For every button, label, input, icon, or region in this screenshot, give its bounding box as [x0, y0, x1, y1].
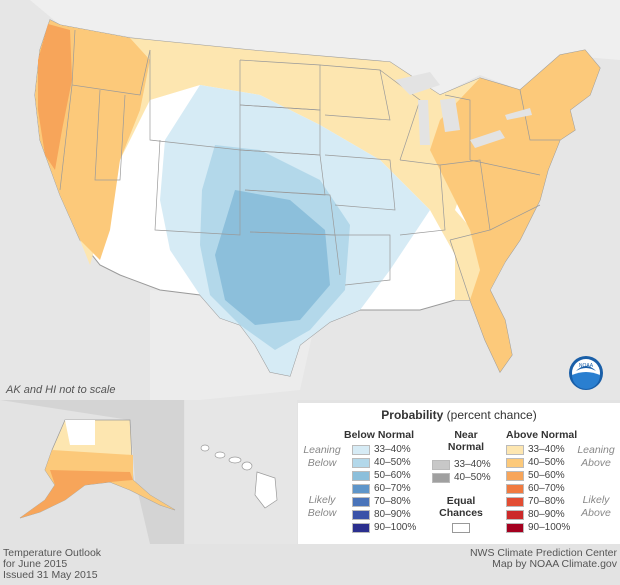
hawaii-islands	[200, 444, 278, 509]
near-normal-header: Near Normal	[447, 429, 485, 453]
footer-right: NWS Climate Prediction Center Map by NOA…	[470, 548, 617, 570]
alaska-white	[65, 420, 95, 445]
above-label-6: 90–100%	[528, 522, 571, 533]
conus-map-svg: NOAA	[30, 0, 620, 390]
canada-land	[30, 0, 620, 95]
likely-above-label: Likely Above	[581, 494, 611, 519]
below-swatch-3	[352, 484, 370, 494]
below-swatch-6	[352, 523, 370, 533]
above-swatch-6	[506, 523, 524, 533]
above-label-5: 80–90%	[528, 509, 565, 520]
near-swatch-1	[432, 473, 450, 483]
below-label-3: 60–70%	[374, 483, 411, 494]
conus-map: NOAA	[30, 0, 620, 390]
noaa-logo: NOAA	[569, 356, 603, 390]
above-40-50-east	[430, 50, 600, 372]
alaska-inset	[0, 400, 184, 544]
below-swatch-2	[352, 471, 370, 481]
footer-left: Temperature Outlook for June 2015 Issued…	[3, 548, 101, 581]
below-label-1: 40–50%	[374, 457, 411, 468]
leaning-below-label: Leaning Below	[303, 444, 341, 469]
state-lines	[59, 29, 560, 301]
above-swatch-1	[506, 458, 524, 468]
below-swatch-4	[352, 497, 370, 507]
below-swatch-0	[352, 445, 370, 455]
above-lean-north	[35, 20, 505, 300]
great-lakes	[395, 72, 532, 148]
below-label-0: 33–40%	[374, 444, 411, 455]
below-normal-header: Below Normal	[344, 429, 415, 441]
canada-inset	[0, 400, 184, 544]
issue-date: Issued 31 May 2015	[3, 569, 98, 581]
svg-text:NOAA: NOAA	[579, 363, 594, 369]
near-label-0: 33–40%	[454, 459, 491, 470]
above-swatch-3	[506, 484, 524, 494]
below-label-5: 80–90%	[374, 509, 411, 520]
above-normal-header: Above Normal	[506, 429, 578, 441]
hawaii-map-svg	[200, 444, 278, 509]
above-label-2: 50–60%	[528, 470, 565, 481]
scale-note: AK and HI not to scale	[6, 384, 116, 396]
above-label-0: 33–40%	[528, 444, 565, 455]
alaska-above-50-60	[20, 470, 133, 518]
below-swatch-5	[352, 510, 370, 520]
hawaii-inset	[185, 400, 297, 544]
above-label-3: 60–70%	[528, 483, 565, 494]
below-50-60	[215, 190, 330, 325]
near-swatch-0	[432, 460, 450, 470]
below-label-4: 70–80%	[374, 496, 411, 507]
outlook-period: for June 2015	[3, 558, 68, 570]
above-swatch-2	[506, 471, 524, 481]
above-swatch-0	[506, 445, 524, 455]
map-credit: Map by NOAA Climate.gov	[492, 558, 617, 570]
below-label-2: 50–60%	[374, 470, 411, 481]
above-swatch-4	[506, 497, 524, 507]
equal-chances-swatch	[452, 523, 470, 533]
above-label-4: 70–80%	[528, 496, 565, 507]
below-label-6: 90–100%	[374, 522, 417, 533]
equal-chances-label: Equal Chances	[439, 495, 483, 519]
above-label-1: 40–50%	[528, 457, 565, 468]
likely-below-label: Likely Below	[307, 494, 337, 519]
below-swatch-1	[352, 458, 370, 468]
leaning-above-label: Leaning Above	[577, 444, 615, 469]
above-50-60-west	[38, 24, 72, 170]
source-credit: NWS Climate Prediction Center	[469, 547, 617, 559]
above-swatch-5	[506, 510, 524, 520]
near-label-1: 40–50%	[454, 472, 491, 483]
legend: Probability (percent chance) Below Norma…	[298, 403, 620, 544]
alaska-map-svg	[0, 400, 184, 544]
outlook-title: Temperature Outlook	[3, 547, 102, 559]
legend-title: Probability (percent chance)	[381, 408, 537, 422]
